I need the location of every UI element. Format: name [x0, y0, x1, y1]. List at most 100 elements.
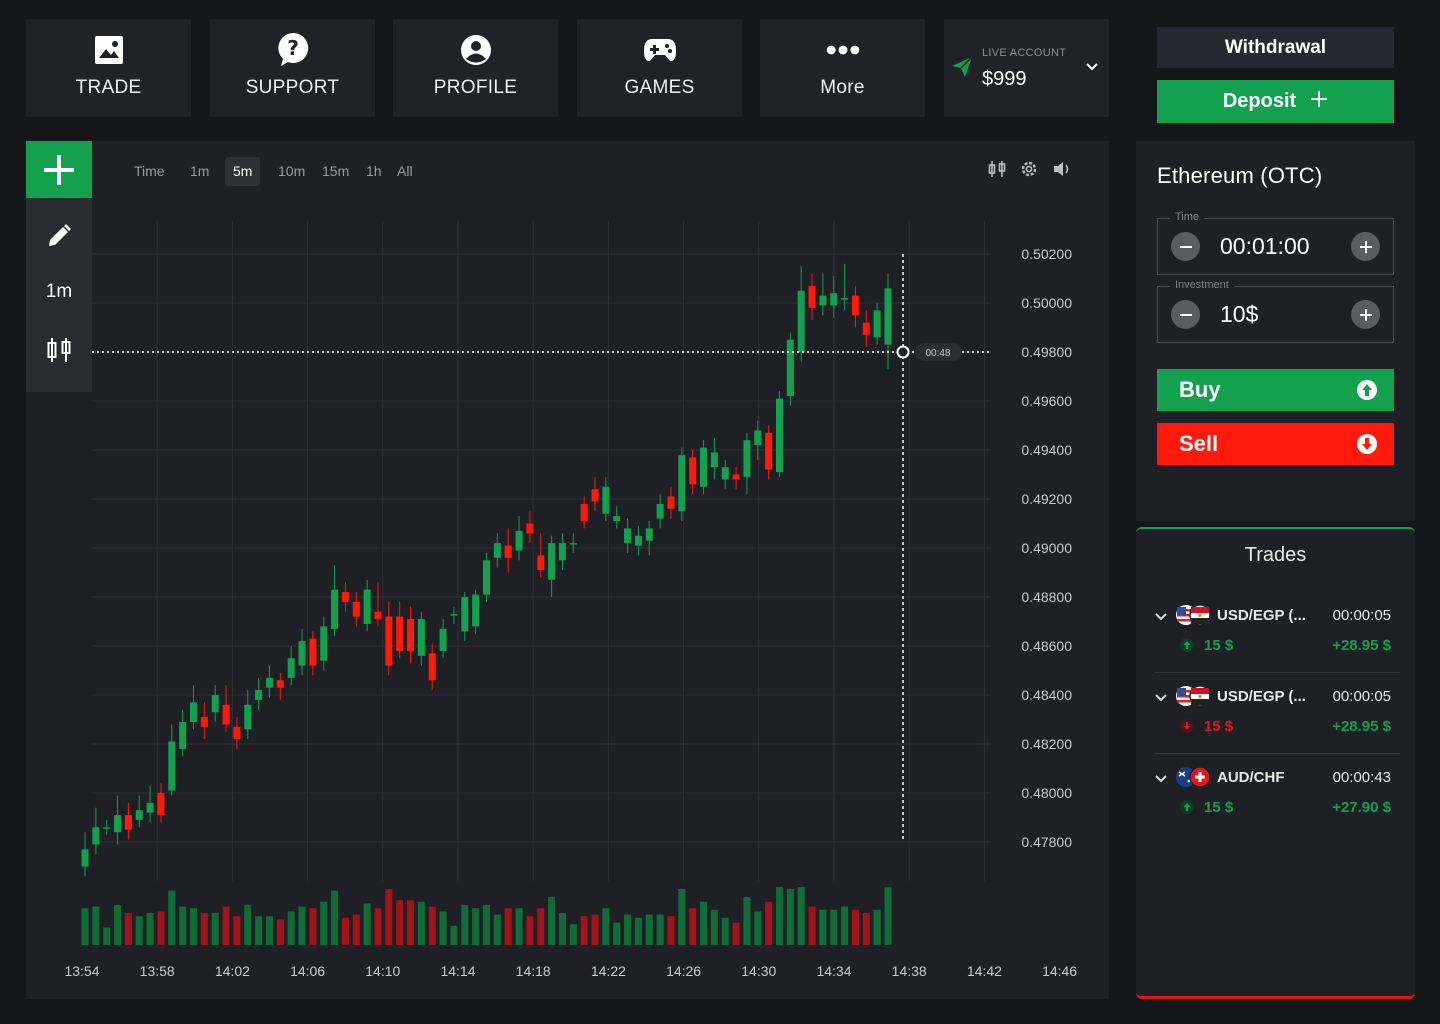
volume-bar [569, 924, 577, 945]
investment-decrease-button[interactable] [1171, 300, 1200, 329]
volume-bar [472, 908, 480, 945]
y-tick-label: 0.49200 [1021, 491, 1072, 507]
candle-body [558, 543, 566, 561]
volume-bar [114, 905, 122, 945]
more-dots-icon [826, 33, 860, 67]
volume-bar [211, 913, 219, 945]
volume-bar [276, 919, 284, 945]
candle-body [667, 496, 675, 509]
settings-gear-icon[interactable] [1020, 160, 1038, 183]
trade-profit: +27.90 $ [1332, 799, 1391, 816]
candle-body [222, 704, 230, 725]
trade-item[interactable]: USD/EGP (... 00:00:05 15 $ +28.95 $ [1152, 603, 1400, 683]
trade-amount: 15 $ [1204, 637, 1234, 654]
candle-body [591, 489, 599, 502]
x-tick-label: 13:58 [140, 963, 175, 979]
candle-body [190, 702, 198, 722]
arrow-down-circle-icon [1356, 433, 1378, 460]
draw-tool-button[interactable] [26, 219, 92, 253]
asset-name[interactable]: Ethereum (OTC) [1157, 163, 1323, 188]
nav-more[interactable]: More [760, 19, 925, 117]
investment-value: 10$ [1220, 301, 1259, 327]
x-tick-label: 14:34 [816, 963, 851, 979]
volume-bar [841, 906, 849, 945]
chevron-down-icon[interactable] [1154, 771, 1168, 789]
volume-bar [341, 917, 349, 945]
deposit-button[interactable]: Deposit [1157, 80, 1394, 123]
candle-body [396, 616, 404, 651]
volume-bar [613, 922, 621, 945]
investment-increase-button[interactable] [1351, 300, 1380, 329]
sound-icon[interactable] [1052, 160, 1072, 183]
withdraw-button[interactable]: Withdrawal [1157, 27, 1394, 68]
trade-item[interactable]: USD/EGP (... 00:00:05 15 $ +28.95 $ [1152, 684, 1400, 764]
account-selector[interactable]: LIVE ACCOUNT $999 [944, 19, 1109, 117]
candle-body [515, 530, 523, 551]
candle-body [830, 293, 838, 306]
trade-pair: USD/EGP (... [1217, 688, 1306, 705]
trade-item[interactable]: AUD/CHF 00:00:43 15 $ +27.90 $ [1152, 765, 1400, 845]
candle-body [504, 545, 512, 558]
candle-body [157, 793, 165, 816]
timeframe-label: Time [134, 163, 165, 179]
timeframe-1m[interactable]: 1m [190, 163, 210, 179]
currency-flags-icon [1175, 685, 1211, 707]
nav-support[interactable]: ? SUPPORT [210, 19, 375, 117]
timeframe-1h[interactable]: 1h [366, 163, 382, 179]
volume-bar [396, 900, 404, 945]
volume-bar [743, 897, 751, 945]
candle-body [385, 616, 393, 666]
timeframe-all[interactable]: All [397, 163, 413, 179]
candle-body [320, 626, 328, 661]
x-tick-label: 14:22 [591, 963, 626, 979]
volume-bar [700, 901, 708, 945]
candle-body [526, 523, 534, 534]
volume-bar [168, 890, 176, 945]
candle-body [168, 741, 176, 791]
indicators-icon[interactable] [988, 160, 1006, 183]
volume-bar [873, 909, 881, 945]
time-increase-button[interactable] [1351, 232, 1380, 261]
sell-button[interactable]: Sell [1157, 423, 1394, 465]
candle-body [407, 619, 415, 651]
volume-bar [732, 922, 740, 945]
candle-body [580, 503, 588, 522]
timeframe-15m[interactable]: 15m [322, 163, 350, 179]
x-tick-label: 14:46 [1042, 963, 1077, 979]
countdown-label: 00:48 [925, 348, 950, 359]
chevron-down-icon[interactable] [1154, 609, 1168, 627]
candle-body [765, 432, 773, 470]
plus-icon [44, 154, 74, 185]
trades-title: Trades [1244, 544, 1307, 566]
volume-bar [363, 903, 371, 945]
buy-button[interactable]: Buy [1157, 369, 1394, 411]
time-decrease-button[interactable] [1171, 232, 1200, 261]
candle-body [483, 560, 490, 595]
timeframe-5m[interactable]: 5m [225, 157, 261, 186]
volume-bar [721, 917, 729, 945]
candle-timeframe-button[interactable]: 1m [45, 281, 73, 302]
y-tick-label: 0.49000 [1021, 540, 1072, 556]
chart-type-button[interactable] [26, 335, 92, 365]
add-indicator-button[interactable] [26, 141, 92, 198]
candle-body [634, 535, 642, 546]
timeframe-10m[interactable]: 10m [278, 163, 306, 179]
nav-games[interactable]: GAMES [577, 19, 742, 117]
x-tick-label: 14:06 [290, 963, 325, 979]
investment-field[interactable]: Investment 10$ [1157, 279, 1394, 343]
price-chart[interactable]: 0.50200 0.50000 0.49800 0.49600 0.49400 0.492… [26, 141, 1109, 999]
chevron-down-icon[interactable] [1154, 690, 1168, 708]
candle-body [624, 528, 632, 544]
candle-body [472, 594, 480, 627]
time-field[interactable]: Time 00:01:00 [1157, 211, 1394, 275]
nav-trade[interactable]: TRADE [26, 19, 191, 117]
volume-bar [591, 914, 599, 945]
candle-body [417, 619, 425, 656]
candle-body [439, 628, 447, 651]
candle-body [700, 447, 708, 487]
arrow-down-icon [1180, 719, 1194, 733]
nav-profile[interactable]: PROFILE [393, 19, 558, 117]
volume-bar [461, 905, 469, 945]
volume-bar [428, 906, 436, 945]
deposit-label: Deposit [1222, 90, 1297, 112]
